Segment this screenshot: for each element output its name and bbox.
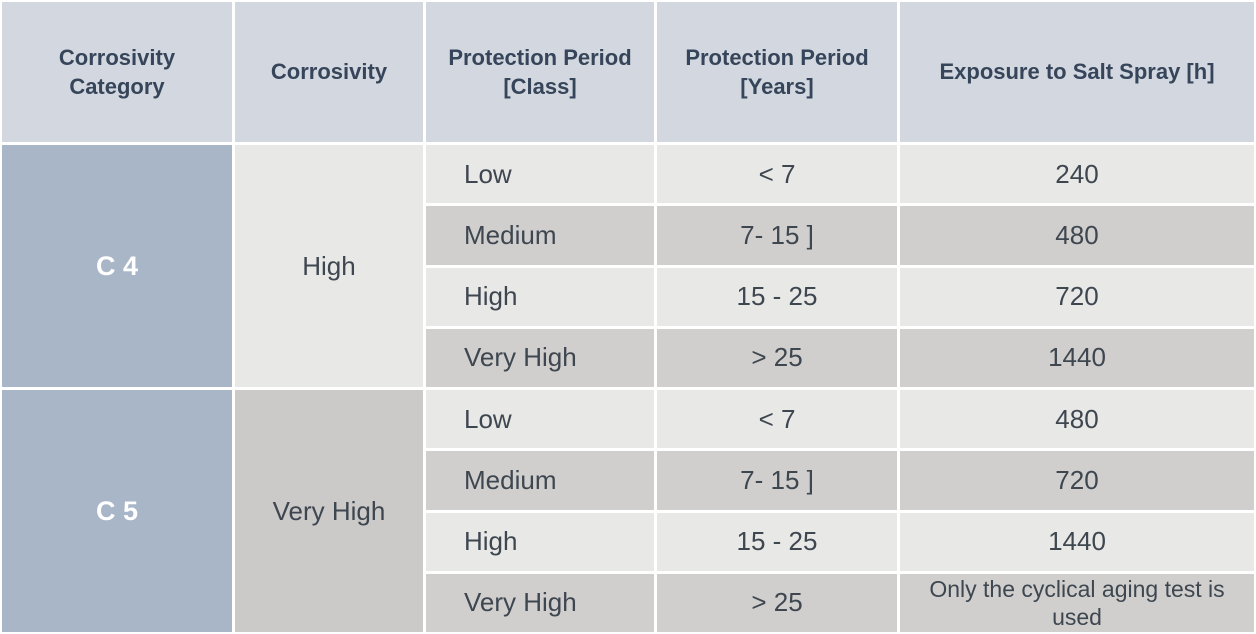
header-cell-corrosivity: Corrosivity <box>235 2 423 142</box>
salt-spray-cell: 480 <box>900 206 1254 265</box>
header-cell-corrosivity-category: Corrosivity Category <box>2 2 232 142</box>
category-cell-c4: C 4 <box>2 145 232 387</box>
salt-spray-cell: 480 <box>900 390 1254 449</box>
header-cell-protection-period-class: Protection Period [Class] <box>426 2 654 142</box>
salt-spray-cell: 1440 <box>900 512 1254 571</box>
class-cell: High <box>426 512 654 571</box>
header-cell-exposure-salt-spray: Exposure to Salt Spray [h] <box>900 2 1254 142</box>
years-cell: < 7 <box>657 390 897 449</box>
header-cell-protection-period-years: Protection Period [Years] <box>657 2 897 142</box>
class-cell: Medium <box>426 451 654 510</box>
salt-spray-cell: 720 <box>900 267 1254 326</box>
category-cell-c5: C 5 <box>2 390 232 632</box>
years-cell: 7- 15 ] <box>657 451 897 510</box>
class-cell: Low <box>426 390 654 449</box>
years-cell: 15 - 25 <box>657 512 897 571</box>
class-cell: Very High <box>426 573 654 632</box>
corrosivity-cell-c4: High <box>235 145 423 387</box>
class-cell: High <box>426 267 654 326</box>
years-cell: 15 - 25 <box>657 267 897 326</box>
years-cell: 7- 15 ] <box>657 206 897 265</box>
class-cell: Low <box>426 145 654 204</box>
class-cell: Medium <box>426 206 654 265</box>
salt-spray-cell: 1440 <box>900 328 1254 387</box>
years-cell: > 25 <box>657 573 897 632</box>
years-cell: > 25 <box>657 328 897 387</box>
salt-spray-cell: 720 <box>900 451 1254 510</box>
class-cell: Very High <box>426 328 654 387</box>
salt-spray-cell: 240 <box>900 145 1254 204</box>
corrosivity-cell-c5: Very High <box>235 390 423 632</box>
years-cell: < 7 <box>657 145 897 204</box>
salt-spray-note-cell: Only the cyclical aging test is used <box>900 573 1254 632</box>
